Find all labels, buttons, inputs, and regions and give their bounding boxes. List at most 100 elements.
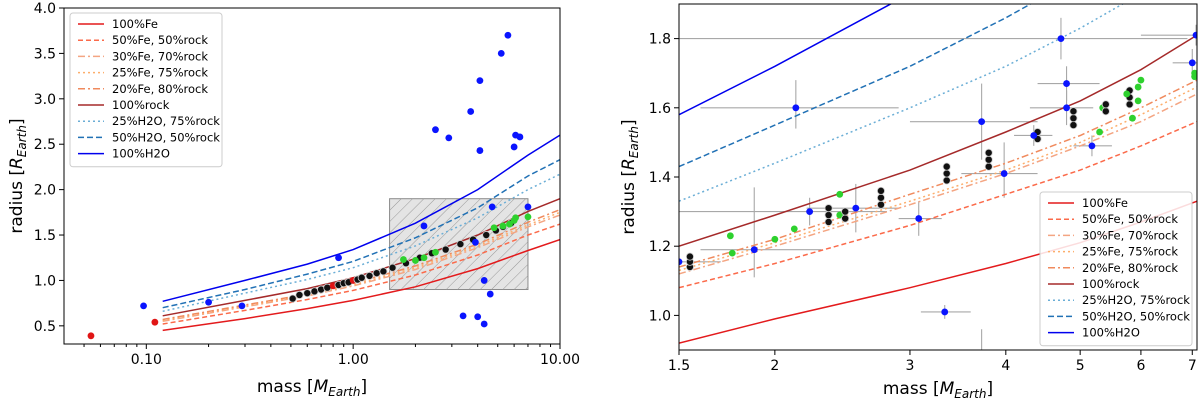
x-tick-label: 7: [1188, 358, 1197, 374]
x-tick-label: 5: [1076, 358, 1085, 374]
y-tick-label: 1.8: [649, 32, 671, 48]
data-point-black: [365, 271, 374, 280]
data-point-black: [876, 193, 885, 202]
data-point-black: [841, 207, 850, 216]
legend-frame: [69, 12, 223, 168]
y-tick-label: 0.5: [34, 319, 56, 335]
legend-label: 50%H2O, 50%rock: [112, 130, 220, 144]
legend-label: 50%H2O, 50%rock: [1082, 309, 1190, 323]
data-point-green: [728, 249, 736, 257]
data-point-blue: [679, 258, 683, 266]
data-point-blue: [467, 108, 475, 115]
data-point-green: [1096, 128, 1103, 136]
data-point-green: [790, 225, 798, 233]
data-point-blue: [445, 134, 453, 142]
data-point-green: [512, 214, 519, 222]
series-line-8: [162, 134, 560, 303]
data-point-red: [87, 332, 95, 340]
data-point-green: [771, 235, 779, 243]
right-plot-area: [679, 4, 1197, 361]
series-line-8: [679, 4, 893, 116]
right-x-ticks: 1.5 2 3 4 5 6 7: [668, 350, 1197, 374]
legend-label: 100%Fe: [1082, 196, 1128, 210]
data-point-blue: [1063, 104, 1070, 112]
data-point-black: [441, 245, 450, 254]
data-point-blue: [750, 246, 758, 254]
data-point-black: [1101, 107, 1110, 116]
data-point-black: [388, 263, 397, 272]
right-y-axis-label: radius [REarth]: [619, 119, 641, 234]
y-tick-label: 3.0: [34, 92, 56, 108]
x-tick-label: 1.5: [668, 358, 690, 374]
data-point-green: [412, 257, 419, 264]
legend-label: 100%H2O: [112, 147, 170, 161]
legend-label: 30%Fe, 70%rock: [1082, 228, 1178, 242]
series-line-3: [679, 86, 1197, 272]
legend-label: 50%Fe, 50%rock: [112, 33, 208, 47]
series-line-7: [679, 4, 1033, 168]
legend-label: 100%Fe: [112, 17, 158, 31]
y-tick-label: 2.5: [34, 137, 56, 153]
data-point-green: [1137, 76, 1145, 84]
x-tick-label: 1.00: [338, 352, 369, 368]
legend-label: 100%H2O: [1082, 326, 1140, 340]
data-point-green: [432, 248, 439, 256]
x-tick-label: 6: [1136, 358, 1145, 374]
x-tick-label: 0.10: [131, 352, 162, 368]
data-point-black: [288, 294, 297, 303]
data-point-blue: [476, 147, 484, 154]
data-point-black: [1125, 100, 1134, 109]
legend-label: 25%Fe, 75%rock: [1082, 245, 1178, 259]
data-point-black: [984, 155, 993, 164]
data-point-black: [942, 169, 951, 178]
data-point-blue: [335, 254, 342, 262]
left-panel: 0.10 1.00 10.00 0.5 1.0 1.5 2.0 2.5 3.0 3.5 4.0 m…: [7, 1, 580, 399]
data-point-blue: [497, 50, 505, 57]
series-line-1: [679, 120, 1197, 289]
data-point-black: [685, 252, 694, 261]
y-tick-label: 2.0: [34, 183, 56, 199]
data-point-black: [984, 162, 993, 171]
data-point-blue: [792, 104, 800, 112]
data-point-blue: [516, 133, 524, 141]
data-point-blue: [1000, 170, 1008, 177]
data-point-blue: [1088, 142, 1096, 150]
data-point-blue: [420, 222, 428, 230]
data-point-black: [1069, 114, 1078, 123]
data-point-blue: [238, 302, 246, 310]
data-point-green: [1134, 83, 1142, 91]
y-tick-label: 1.6: [649, 101, 671, 117]
data-point-green: [1123, 90, 1131, 98]
data-point-blue: [852, 204, 860, 212]
y-tick-label: 1.4: [649, 170, 671, 186]
data-point-blue: [978, 354, 985, 361]
data-point-blue: [806, 208, 814, 216]
series-line-0: [162, 238, 560, 332]
y-tick-label: 1.5: [34, 228, 56, 244]
data-point-green: [400, 256, 407, 263]
y-tick-label: 1.2: [649, 239, 671, 255]
data-point-black: [303, 289, 312, 298]
legend-label: 100%rock: [112, 98, 170, 112]
data-point-black: [310, 287, 319, 296]
y-tick-label: 3.5: [34, 46, 56, 62]
data-point-black: [357, 273, 366, 282]
data-point-black: [824, 217, 833, 226]
data-point-blue: [1192, 31, 1197, 39]
left-axes-frame: [63, 7, 561, 345]
series-line-7: [162, 159, 560, 309]
data-point-green: [524, 213, 532, 221]
series-line-2: [162, 214, 560, 323]
data-point-black: [1101, 100, 1110, 109]
left-y-ticks: 0.5 1.0 1.5 2.0 2.5 3.0 3.5 4.0: [34, 1, 64, 335]
data-point-green: [506, 220, 513, 228]
legend-label: 20%Fe, 80%rock: [1082, 261, 1178, 275]
data-point-blue: [140, 302, 147, 310]
series-line-6: [679, 4, 1125, 202]
right-y-ticks: 1.0 1.2 1.4 1.6 1.8: [649, 32, 679, 324]
data-point-blue: [941, 308, 949, 316]
legend-label: 25%H2O, 75%rock: [112, 114, 220, 128]
data-point-green: [499, 222, 507, 230]
data-point-blue: [486, 290, 494, 298]
data-point-blue: [978, 118, 986, 126]
